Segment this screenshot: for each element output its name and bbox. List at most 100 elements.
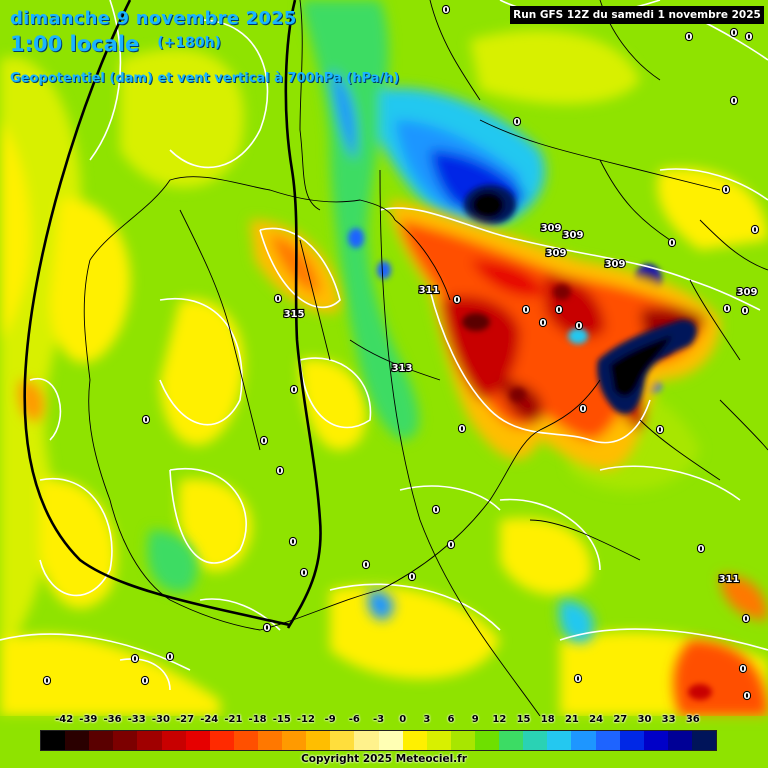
legend-tick-label: 33: [661, 714, 676, 725]
legend-swatch: [571, 731, 596, 750]
zero-contour-label: 0: [132, 654, 139, 665]
geopotential-label: 315: [284, 309, 305, 320]
geopotential-label: 311: [719, 574, 740, 585]
legend-tick-label: -36: [103, 714, 122, 725]
geopotential-label: 309: [563, 230, 584, 241]
legend-swatch: [523, 731, 548, 750]
legend-swatch: [209, 731, 234, 750]
zero-contour-label: 0: [723, 185, 730, 196]
zero-contour-label: 0: [669, 238, 676, 249]
legend-tick-label: 9: [471, 714, 479, 725]
zero-contour-label: 0: [301, 568, 308, 579]
zero-contour-label: 0: [409, 572, 416, 583]
legend-swatch: [282, 731, 307, 750]
legend-swatch: [402, 731, 427, 750]
legend-tick-label: -6: [348, 714, 360, 725]
zero-contour-label: 0: [742, 306, 749, 317]
legend-swatch: [450, 731, 475, 750]
legend-swatch: [306, 731, 331, 750]
legend-swatch: [65, 731, 90, 750]
zero-contour-label: 0: [752, 225, 759, 236]
legend-tick-label: -12: [296, 714, 315, 725]
model-run-label: Run GFS 12Z du samedi 1 novembre 2025: [510, 6, 764, 24]
legend-tick-label: 3: [423, 714, 431, 725]
legend-tick-labels: -42 -39 -36 -33 -30 -27 -24 -21 -18 -15 -12 -9 -6 -3 0…: [40, 714, 717, 728]
legend-swatch: [643, 731, 668, 750]
legend-swatch: [185, 731, 210, 750]
zero-contour-label: 0: [433, 505, 440, 516]
legend-swatch: [113, 731, 138, 750]
legend-tick-label: -21: [224, 714, 243, 725]
coastlines-and-borders: [83, 0, 768, 717]
color-scale-bar: [40, 730, 717, 751]
legend-tick-label: 12: [492, 714, 507, 725]
legend-swatch: [474, 731, 500, 750]
geopotential-label: 309: [737, 287, 758, 298]
legend-tick-label: -9: [324, 714, 336, 725]
zero-contour-label: 0: [277, 466, 284, 477]
legend-tick-label: -33: [127, 714, 146, 725]
legend-tick-label: 0: [399, 714, 407, 725]
zero-contour-label: 0: [523, 305, 530, 316]
zero-contour-label: 0: [514, 117, 521, 128]
zero-contour-label: 0: [275, 294, 282, 305]
zero-contour-label: 0: [363, 560, 370, 571]
legend-swatch: [233, 731, 258, 750]
legend-tick-label: 36: [685, 714, 700, 725]
legend-swatch: [691, 731, 717, 750]
legend-swatch: [426, 731, 451, 750]
geopotential-label: 313: [392, 363, 413, 374]
zero-contour-label: 0: [731, 28, 738, 39]
geopotential-label: 309: [541, 223, 562, 234]
zero-contour-label: 0: [724, 304, 731, 315]
legend-tick-label: 21: [564, 714, 579, 725]
legend-swatch: [667, 731, 692, 750]
legend-swatch: [354, 731, 379, 750]
legend-swatch: [41, 731, 66, 750]
zero-contour-label: 0: [459, 424, 466, 435]
legend-swatch: [595, 731, 620, 750]
zero-contour-label: 0: [143, 415, 150, 426]
zero-contour-label: 0: [454, 295, 461, 306]
geopotential-label: 309: [605, 259, 626, 270]
forecast-date: dimanche 9 novembre 2025: [10, 8, 297, 29]
zero-contour-label: 0: [743, 614, 750, 625]
zero-contour-label: 0: [291, 385, 298, 396]
ascent-core-east: [568, 319, 697, 414]
legend-tick-label: -3: [372, 714, 385, 725]
zero-contour-label: 0: [580, 404, 587, 415]
legend-tick-label: 27: [613, 714, 628, 725]
zero-contour-label: 0: [657, 425, 664, 436]
legend-swatch: [619, 731, 644, 750]
legend-tick-label: -27: [176, 714, 195, 725]
geopotential-label: 311: [419, 285, 440, 296]
zero-contour-label: 0: [731, 96, 738, 107]
legend-swatch: [378, 731, 403, 750]
legend-tick-label: -15: [272, 714, 291, 725]
legend-tick-label: -42: [55, 714, 74, 725]
legend-tick-label: 15: [516, 714, 531, 725]
legend-tick-label: 30: [637, 714, 652, 725]
zero-contour-label: 0: [142, 676, 149, 687]
legend-swatch: [330, 731, 355, 750]
legend-tick-label: -30: [151, 714, 170, 725]
zero-contour-label: 0: [575, 674, 582, 685]
zero-contour-label: 0: [261, 436, 268, 447]
zero-contour-label: 0: [576, 321, 583, 332]
zero-isolines: [0, 0, 768, 691]
legend-tick-label: 24: [589, 714, 604, 725]
local-time: 1:00 locale: [10, 32, 140, 56]
geopotential-isolines: [23, 0, 322, 629]
forecast-offset: (+180h): [157, 35, 221, 51]
zero-contour-label: 0: [44, 676, 51, 687]
zero-contour-label: 0: [740, 664, 747, 675]
legend-swatch: [547, 731, 572, 750]
zero-contour-label: 0: [264, 623, 271, 634]
legend-tick-label: 18: [540, 714, 555, 725]
forecast-time: 1:00 locale (+180h): [10, 32, 221, 56]
legend-swatch: [137, 731, 162, 750]
zero-contour-label: 0: [540, 318, 547, 329]
zero-contour-label: 0: [556, 305, 563, 316]
